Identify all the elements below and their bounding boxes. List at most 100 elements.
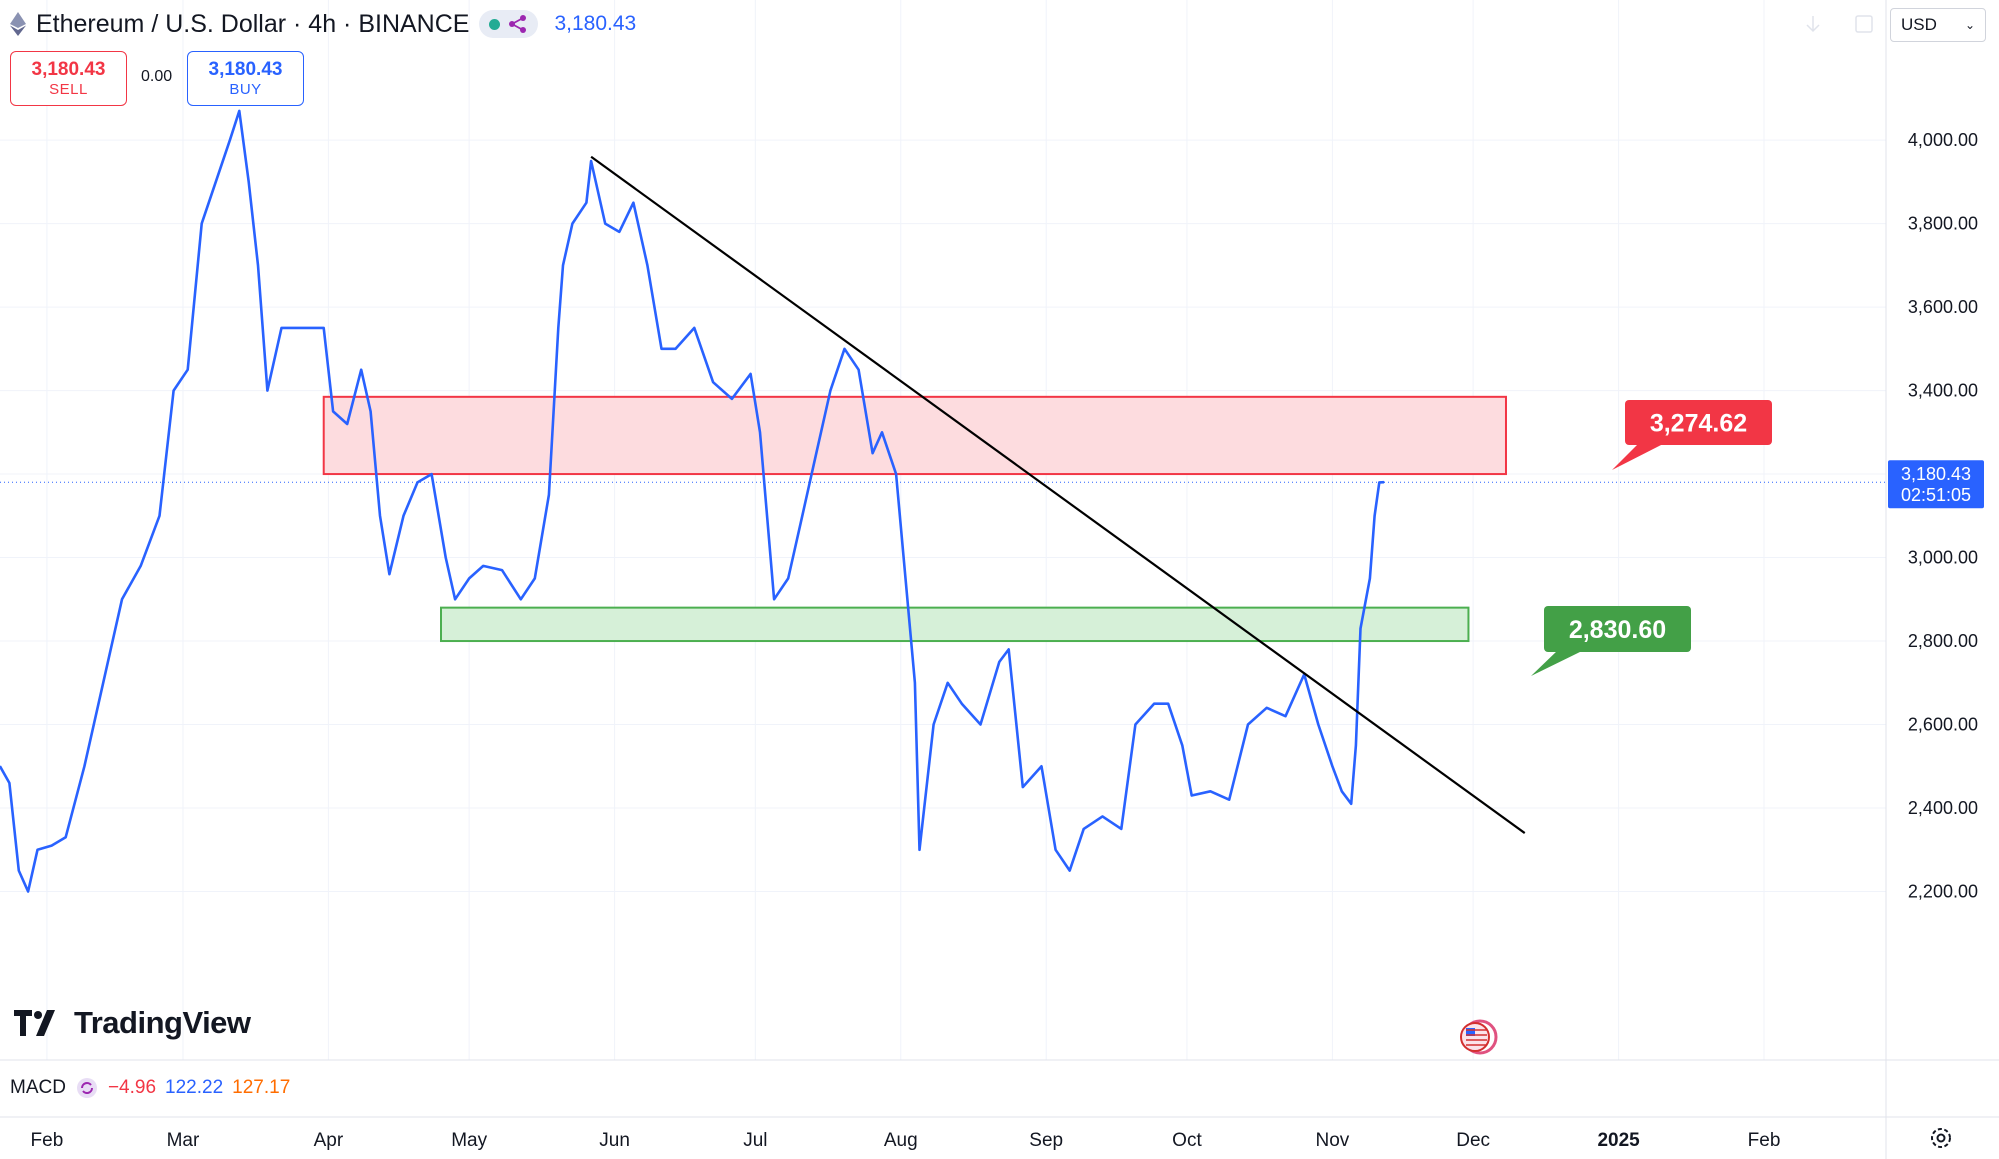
price-data-point (857, 368, 860, 371)
price-axis-label: 3,400.00 (1908, 381, 1978, 401)
buy-button[interactable]: 3,180.43 BUY (187, 51, 304, 106)
time-axis-label: Jun (599, 1130, 630, 1151)
macd-value-histogram: −4.96 (107, 1077, 157, 1098)
price-data-point (562, 264, 564, 267)
price-data-point (1190, 794, 1193, 797)
price-data-point (585, 201, 588, 204)
price-data-point (1054, 848, 1057, 851)
market-status-pill[interactable] (479, 10, 539, 38)
price-series-line[interactable] (0, 109, 1385, 893)
price-data-point (27, 890, 29, 893)
price-data-point (8, 782, 11, 784)
sell-button[interactable]: 3,180.43 SELL (10, 51, 127, 106)
descending-trendline[interactable] (590, 155, 1526, 834)
macd-value-signal: 127.17 (232, 1077, 291, 1098)
current-price-countdown: 02:51:05 (1901, 485, 1971, 505)
support-price-callout[interactable]: 2,830.60 (1531, 606, 1691, 676)
price-data-point (759, 431, 761, 434)
time-axis-label: Nov (1315, 1130, 1349, 1151)
price-data-point (1040, 765, 1043, 768)
price-data-point (674, 348, 677, 350)
price-data-point (468, 577, 470, 580)
price-data-point (914, 681, 916, 684)
price-data-point (1340, 790, 1343, 793)
price-data-point (454, 598, 456, 601)
support-zone (440, 606, 1470, 643)
chevron-down-icon: ⌄ (1964, 18, 1975, 32)
time-axis-label: Aug (884, 1130, 918, 1151)
sell-label: SELL (49, 80, 88, 98)
price-data-point (1209, 790, 1212, 793)
brand-name: TradingView (74, 1005, 251, 1040)
tradingview-logo[interactable]: TradingView (14, 1005, 251, 1041)
macd-label: MACD (10, 1077, 66, 1098)
resistance-price-callout-pointer (1612, 443, 1665, 470)
price-data-point (534, 577, 536, 580)
price-data-point (618, 231, 621, 233)
price-data-point (571, 222, 574, 225)
price-data-point (50, 844, 53, 847)
price-data-point (590, 160, 592, 162)
price-data-point (1021, 786, 1024, 788)
price-data-point (172, 389, 175, 392)
price-data-point (1350, 803, 1352, 805)
price-data-point (1181, 744, 1184, 747)
price-data-point (360, 368, 363, 371)
fullscreen-icon[interactable] (1855, 15, 1873, 33)
price-data-point (501, 569, 503, 571)
resistance-zone (322, 395, 1507, 476)
price-data-point (1317, 723, 1320, 726)
price-data-point (960, 702, 963, 705)
price-data-point (1331, 765, 1334, 768)
ethereum-icon (10, 12, 26, 36)
price-data-point (215, 181, 217, 183)
price-data-point (979, 723, 982, 726)
price-data-point (1355, 744, 1357, 747)
currency-select[interactable]: USD ⌄ (1890, 8, 1986, 42)
macd-legend[interactable]: MACD −4.96 122.22 127.17 (10, 1076, 290, 1100)
support-price-callout-box (1544, 606, 1691, 652)
price-data-point (482, 565, 485, 567)
refresh-icon[interactable] (75, 1076, 99, 1100)
price-data-point (17, 869, 20, 872)
spread-value: 0.00 (141, 68, 173, 85)
us-economic-event-icon[interactable] (1460, 1019, 1498, 1055)
price-data-point (773, 598, 775, 601)
price-data-point (1134, 723, 1137, 726)
price-data-point (604, 222, 607, 225)
price-data-point (1373, 515, 1376, 517)
price-axis-label: 4,000.00 (1908, 130, 1978, 150)
price-data-point (139, 565, 142, 567)
price-data-point (1153, 702, 1155, 705)
symbol-title[interactable]: Ethereum / U.S. Dollar · 4h · BINANCE (36, 9, 470, 38)
settings-gear-icon[interactable] (1931, 1128, 1951, 1148)
price-data-point (322, 327, 325, 329)
price-data-point (904, 577, 907, 580)
price-data-point (932, 723, 935, 726)
tradingview-logo-icon (14, 1010, 55, 1036)
resistance-price-callout[interactable]: 3,274.62 (1612, 400, 1772, 470)
price-data-point (294, 327, 297, 329)
support-price-callout-label: 2,830.60 (1569, 616, 1666, 644)
price-data-point (388, 573, 391, 576)
macd-value-macd: 122.22 (165, 1077, 224, 1098)
buy-price: 3,180.43 (208, 58, 283, 80)
download-icon[interactable] (1806, 16, 1820, 33)
market-open-dot-icon (489, 18, 501, 30)
price-data-point (308, 327, 311, 329)
price-data-point (332, 410, 334, 413)
price-data-point (1247, 723, 1249, 726)
time-axis-label: Apr (314, 1130, 344, 1151)
price-data-point (416, 481, 419, 484)
price-data-point (402, 515, 405, 517)
price-data-point (1167, 702, 1169, 705)
price-data-point (815, 452, 818, 454)
price-data-point (1228, 798, 1230, 801)
price-data-point (712, 381, 714, 384)
price-data-point (257, 264, 259, 267)
time-axis-label: Feb (31, 1130, 64, 1151)
price-data-point (346, 423, 348, 425)
price-data-point (519, 598, 522, 601)
